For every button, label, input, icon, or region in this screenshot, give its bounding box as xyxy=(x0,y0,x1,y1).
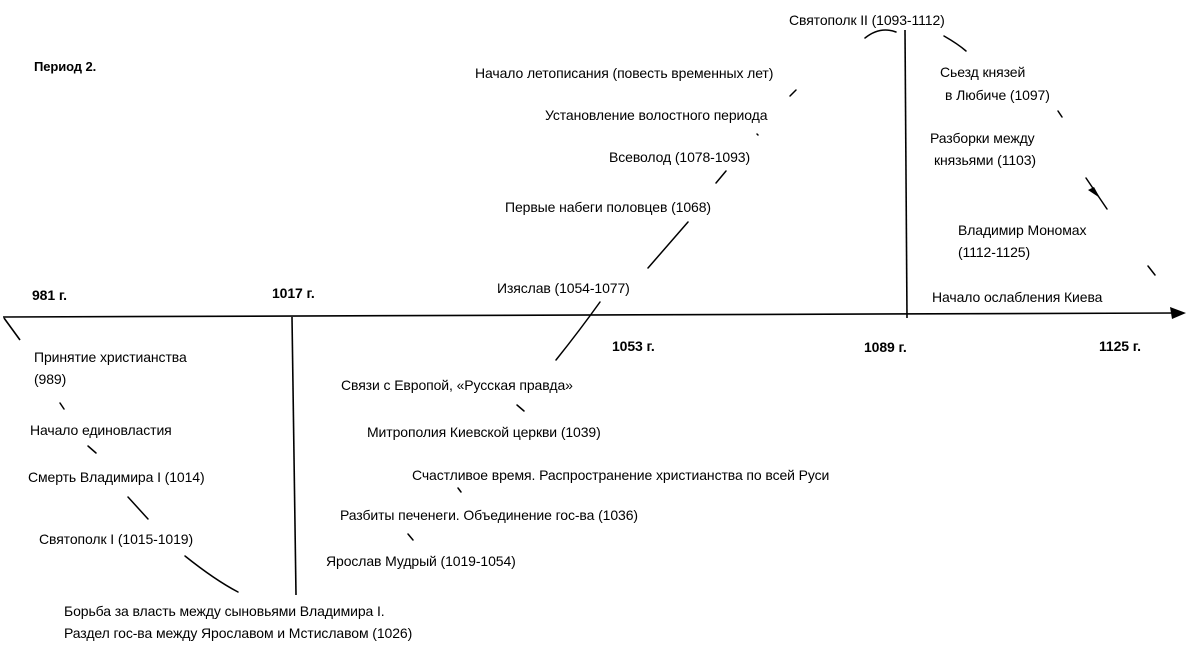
curve-arrowhead xyxy=(1088,187,1100,198)
curve-seg-6 xyxy=(457,487,462,493)
axis-start-tick xyxy=(3,317,21,341)
event-label: Раздел гос-ва между Ярославом и Мстислав… xyxy=(64,625,413,641)
event-label: Разбиты печенеги. Объединение гос-ва (10… xyxy=(340,507,638,523)
period-title: Период 2. xyxy=(34,59,97,74)
divider-1017 xyxy=(291,316,297,596)
event-label: Начало единовластия xyxy=(30,422,172,438)
curve-seg-8 xyxy=(555,301,601,361)
event-label: Всеволод (1078-1093) xyxy=(609,149,751,165)
date-1089: 1089 г. xyxy=(864,339,907,355)
event-label: Изяслав (1054-1077) xyxy=(497,280,630,296)
event-label: Принятие христианства xyxy=(34,349,187,365)
event-curve xyxy=(59,29,1156,593)
event-label: в Любиче (1097) xyxy=(945,87,1050,103)
event-label: Святополк I (1015-1019) xyxy=(39,531,194,547)
event-label: Связи с Европой, «Русская правда» xyxy=(341,377,573,393)
curve-seg-5 xyxy=(407,533,414,541)
event-label: Смерть Владимира I (1014) xyxy=(28,469,205,485)
date-981: 981 г. xyxy=(32,287,67,303)
event-label: (989) xyxy=(34,371,67,387)
axis-arrowhead xyxy=(1170,307,1186,319)
event-label: князьями (1103) xyxy=(934,152,1036,168)
event-label: Сьезд князей xyxy=(940,64,1026,80)
curve-seg-12 xyxy=(789,89,797,97)
date-1053: 1053 г. xyxy=(612,338,655,354)
event-label: Начало ослабления Киева xyxy=(932,289,1103,305)
curve-seg-3 xyxy=(127,496,149,520)
curve-seg-13 xyxy=(864,29,897,39)
curve-seg-9 xyxy=(647,221,689,269)
curve-seg-15 xyxy=(1057,110,1063,118)
event-label: Счастливое время. Распространение христи… xyxy=(412,467,830,483)
curve-seg-11 xyxy=(756,133,759,136)
event-label: (1112-1125) xyxy=(958,244,1031,260)
curve-seg-10 xyxy=(715,170,727,184)
divider-1089 xyxy=(904,29,908,319)
event-label: Установление волостного периода xyxy=(545,107,768,123)
curve-seg-17 xyxy=(1147,265,1156,276)
curve-seg-14 xyxy=(943,35,967,52)
event-label: Начало летописания (повесть временных ле… xyxy=(475,65,774,81)
curve-seg-2 xyxy=(87,445,97,454)
event-label: Святополк II (1093-1112) xyxy=(789,12,945,28)
curve-seg-7 xyxy=(516,404,525,412)
curve-seg-4 xyxy=(184,555,239,593)
event-label: Владимир Мономах xyxy=(958,222,1087,238)
curve-seg-1 xyxy=(59,402,65,410)
event-label: Ярослав Мудрый (1019-1054) xyxy=(326,553,516,569)
event-label: Митрополия Киевской церкви (1039) xyxy=(367,424,601,440)
event-label: Борьба за власть между сыновьями Владими… xyxy=(64,603,385,619)
date-1125: 1125 г. xyxy=(1099,338,1141,354)
event-label: Первые набеги половцев (1068) xyxy=(505,199,711,215)
event-label: Разборки между xyxy=(930,130,1035,146)
date-1017: 1017 г. xyxy=(272,285,315,301)
